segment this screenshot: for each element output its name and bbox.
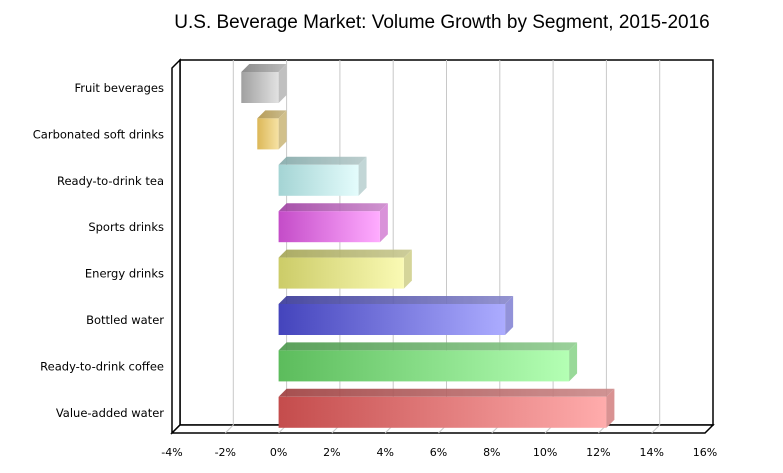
category-label: Sports drinks	[88, 220, 164, 234]
x-tick-label: 8%	[483, 446, 500, 459]
bar-top-face	[278, 296, 514, 304]
bar-top-face	[278, 342, 578, 351]
x-tick-label: -2%	[215, 446, 236, 459]
bar-top-face	[278, 156, 367, 165]
bar	[278, 388, 615, 428]
x-tick-label: 12%	[586, 446, 610, 459]
category-label: Carbonated soft drinks	[33, 127, 164, 141]
category-label: Bottled water	[86, 313, 164, 327]
bar-side-face	[505, 296, 514, 335]
bar	[278, 156, 367, 196]
floor-gridline	[651, 424, 661, 434]
bar-top-face	[278, 203, 388, 212]
bar-top-face	[278, 249, 412, 258]
bar-front-face	[278, 396, 607, 428]
x-tick-labels: -4% -2% 0% 2% 4% 6% 8% 10% 12% 14% 16%	[161, 446, 717, 459]
category-label: Ready-to-drink coffee	[40, 359, 164, 373]
category-label: Value-added water	[56, 406, 164, 420]
bar	[278, 296, 514, 335]
bar	[278, 203, 388, 243]
x-tick-label: 0%	[270, 446, 287, 459]
bar-top-face	[241, 64, 287, 72]
floor-gridline	[224, 424, 234, 434]
bar-side-face	[379, 203, 388, 243]
bar-front-face	[278, 211, 380, 243]
bar-front-face	[278, 350, 570, 382]
bar-front-face	[257, 118, 279, 150]
x-tick-label: 16%	[693, 446, 717, 459]
bar-side-face	[278, 110, 287, 150]
x-tick-label: 10%	[533, 446, 557, 459]
bar-top-face	[278, 388, 615, 397]
x-tick-label: 4%	[376, 446, 393, 459]
bar-side-face	[606, 388, 615, 428]
bar-side-face	[569, 342, 578, 382]
category-label: Ready-to-drink tea	[57, 174, 164, 188]
bar-side-face	[403, 249, 412, 289]
bar-front-face	[278, 304, 506, 335]
bar-side-face	[278, 64, 287, 103]
x-tick-label: 14%	[639, 446, 663, 459]
bar	[257, 110, 287, 150]
bar-front-face	[241, 72, 279, 103]
bar-front-face	[278, 164, 359, 196]
bars	[241, 64, 615, 428]
x-tick-label: -4%	[161, 446, 182, 459]
bar	[241, 64, 287, 103]
x-tick-label: 2%	[323, 446, 340, 459]
bar	[278, 249, 412, 289]
x-tick-label: 6%	[430, 446, 447, 459]
left-wall	[171, 58, 181, 435]
bar-front-face	[278, 257, 404, 289]
category-label: Fruit beverages	[74, 81, 164, 95]
bar	[278, 342, 578, 382]
chart-title: U.S. Beverage Market: Volume Growth by S…	[174, 12, 709, 33]
category-labels: Fruit beverages Carbonated soft drinks Rea…	[33, 81, 164, 420]
bar-top-face	[257, 110, 287, 119]
category-label: Energy drinks	[85, 267, 164, 281]
bar-side-face	[358, 156, 367, 196]
